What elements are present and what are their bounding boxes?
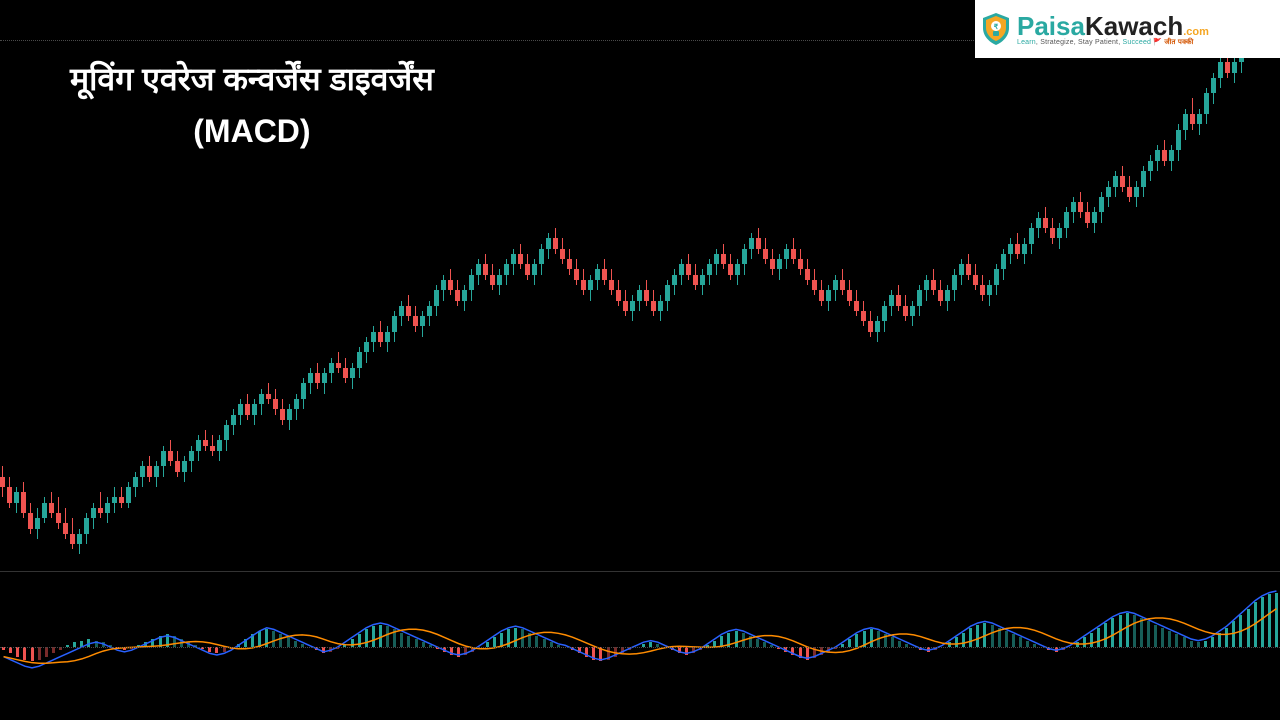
logo-paisa: Paisa <box>1017 11 1085 41</box>
brand-logo: ₹ PaisaKawach.com Learn, Strategize, Sta… <box>975 0 1280 58</box>
title-line-1: मूविंग एवरेज कन्वर्जेंस डाइवर्जेंस <box>70 55 434 103</box>
logo-wordmark: PaisaKawach.com <box>1017 13 1209 39</box>
panel-divider <box>0 571 1280 572</box>
shield-icon: ₹ <box>981 12 1011 46</box>
logo-kawach: Kawach <box>1085 11 1183 41</box>
macd-panel <box>0 575 1280 720</box>
logo-dotcom: .com <box>1183 26 1209 38</box>
logo-tagline: Learn, Strategize, Stay Patient, Succeed… <box>1017 39 1209 46</box>
title-line-2: (MACD) <box>70 107 434 155</box>
logo-text: PaisaKawach.com Learn, Strategize, Stay … <box>1017 13 1209 46</box>
chart-title: मूविंग एवरेज कन्वर्जेंस डाइवर्जेंस (MACD… <box>70 55 434 155</box>
svg-text:₹: ₹ <box>994 23 999 31</box>
